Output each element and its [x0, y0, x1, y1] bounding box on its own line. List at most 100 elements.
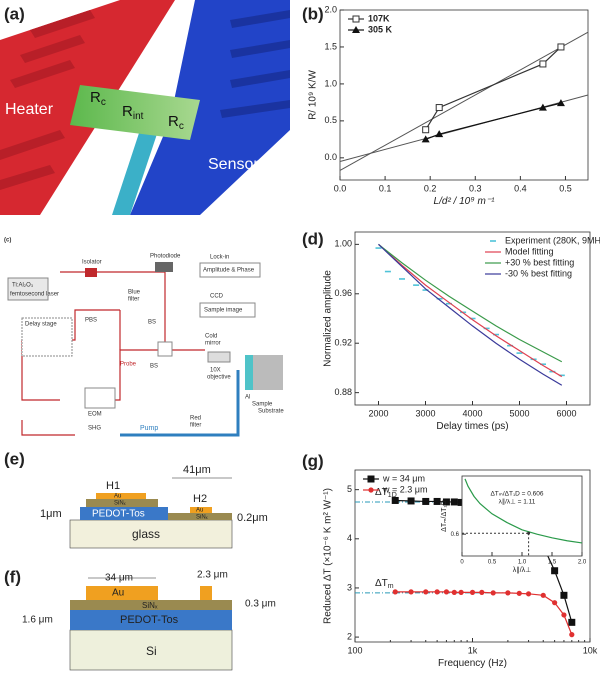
label: 10X	[210, 368, 221, 374]
marker	[422, 126, 430, 134]
y-tick-label: 3	[347, 582, 352, 592]
marker	[558, 374, 565, 377]
marker	[433, 497, 441, 505]
label: 0.3 μm	[245, 599, 276, 610]
heater-label: Heater	[5, 101, 54, 118]
legend-label: 305 K	[368, 24, 393, 34]
legend-label: w = 2.3 μm	[382, 484, 427, 494]
lockin-box	[199, 262, 261, 278]
marker	[434, 589, 440, 595]
heater-fingers	[0, 10, 95, 190]
probe-path	[21, 271, 205, 436]
marker	[352, 15, 360, 23]
sample-al	[245, 355, 253, 390]
sinx	[70, 600, 232, 610]
bs	[157, 341, 173, 357]
marker	[446, 302, 452, 305]
y-axis-label: Normalized amplitude	[323, 270, 334, 367]
marker	[560, 591, 568, 599]
marker	[525, 591, 532, 597]
y-axis-label: ΔTₘ/ΔT₁D	[441, 500, 448, 532]
x-axis-label: Frequency (Hz)	[438, 658, 507, 669]
label: 34 μm	[105, 573, 133, 584]
x-tick-label: 100	[347, 645, 362, 655]
substrate	[253, 355, 283, 390]
pump-path	[120, 370, 240, 437]
x-tick-label: 0.4	[514, 183, 527, 193]
marker	[435, 130, 444, 138]
label: Delay stage	[25, 322, 57, 328]
label: BS	[150, 364, 158, 370]
series-line	[425, 46, 562, 131]
y-tick-label: 1.5	[324, 41, 337, 51]
level-label-main: ΔT	[375, 487, 388, 498]
si	[69, 629, 233, 671]
marker	[407, 497, 415, 505]
marker	[490, 590, 496, 596]
marker	[469, 317, 476, 320]
y-tick-label: 4	[347, 533, 352, 543]
x-tick-label: 5000	[509, 408, 529, 418]
y-tick-label: 2.0	[324, 4, 337, 14]
marker	[469, 589, 476, 595]
panel-label: (b)	[302, 4, 324, 23]
x-tick-label: 0.2	[424, 183, 437, 193]
label: Ti:Al₂O₃	[12, 283, 34, 289]
resistance-label: Rc	[168, 113, 184, 132]
x-tick-label: 1.0	[518, 560, 527, 566]
level-label-sub: m	[388, 583, 394, 590]
y-tick-label: 0.0	[324, 152, 337, 162]
marker	[569, 632, 575, 638]
x-tick-label: 0.3	[469, 183, 482, 193]
marker	[561, 612, 567, 618]
label: glass	[132, 527, 160, 541]
sensor-edge	[112, 125, 160, 215]
marker	[375, 247, 382, 249]
marker	[516, 352, 523, 354]
legend-label: w = 34 μm	[382, 473, 425, 483]
marker	[493, 333, 499, 336]
marker	[384, 270, 391, 273]
label: PEDOT-Tos	[120, 614, 179, 626]
marker	[551, 567, 559, 575]
sensor-label: Sensor	[208, 156, 259, 173]
label: SHG	[88, 426, 101, 432]
label: mirror	[205, 341, 221, 347]
label: objective	[207, 375, 231, 381]
legend-label: Experiment (280K, 9MHz)	[505, 235, 600, 245]
laser	[7, 277, 49, 301]
label: BS	[148, 320, 156, 326]
label: Substrate	[258, 409, 284, 415]
panel-label: (f)	[4, 567, 21, 586]
label: Pump	[140, 425, 158, 432]
marker	[450, 498, 458, 506]
label: PEDOT-Tos	[92, 509, 145, 520]
level-label: ΔTm	[375, 577, 394, 589]
label: 1μm	[40, 508, 62, 520]
marker	[391, 496, 399, 504]
x-tick-label: 0.0	[334, 183, 347, 193]
level-label: ΔT1D	[375, 487, 397, 499]
legend-label: 107K	[368, 13, 390, 23]
label: PBS	[85, 318, 97, 324]
photodiode	[155, 262, 173, 272]
y-tick-label: 5	[347, 484, 352, 494]
marker	[479, 589, 485, 595]
marker	[422, 497, 430, 505]
x-axis-label: Delay times (ps)	[436, 421, 508, 432]
series-line	[395, 591, 573, 635]
pedot	[70, 610, 232, 630]
marker	[557, 43, 565, 51]
label: Cold	[205, 334, 217, 340]
marker	[505, 590, 511, 596]
sinx-right	[168, 513, 232, 520]
marker	[399, 278, 405, 280]
marker	[552, 600, 558, 606]
series-line	[378, 243, 563, 386]
interface-bar	[70, 85, 200, 140]
marker	[367, 475, 375, 483]
delay-stage	[21, 317, 73, 357]
marker	[423, 589, 429, 595]
marker	[483, 327, 490, 330]
series-line	[378, 243, 563, 378]
